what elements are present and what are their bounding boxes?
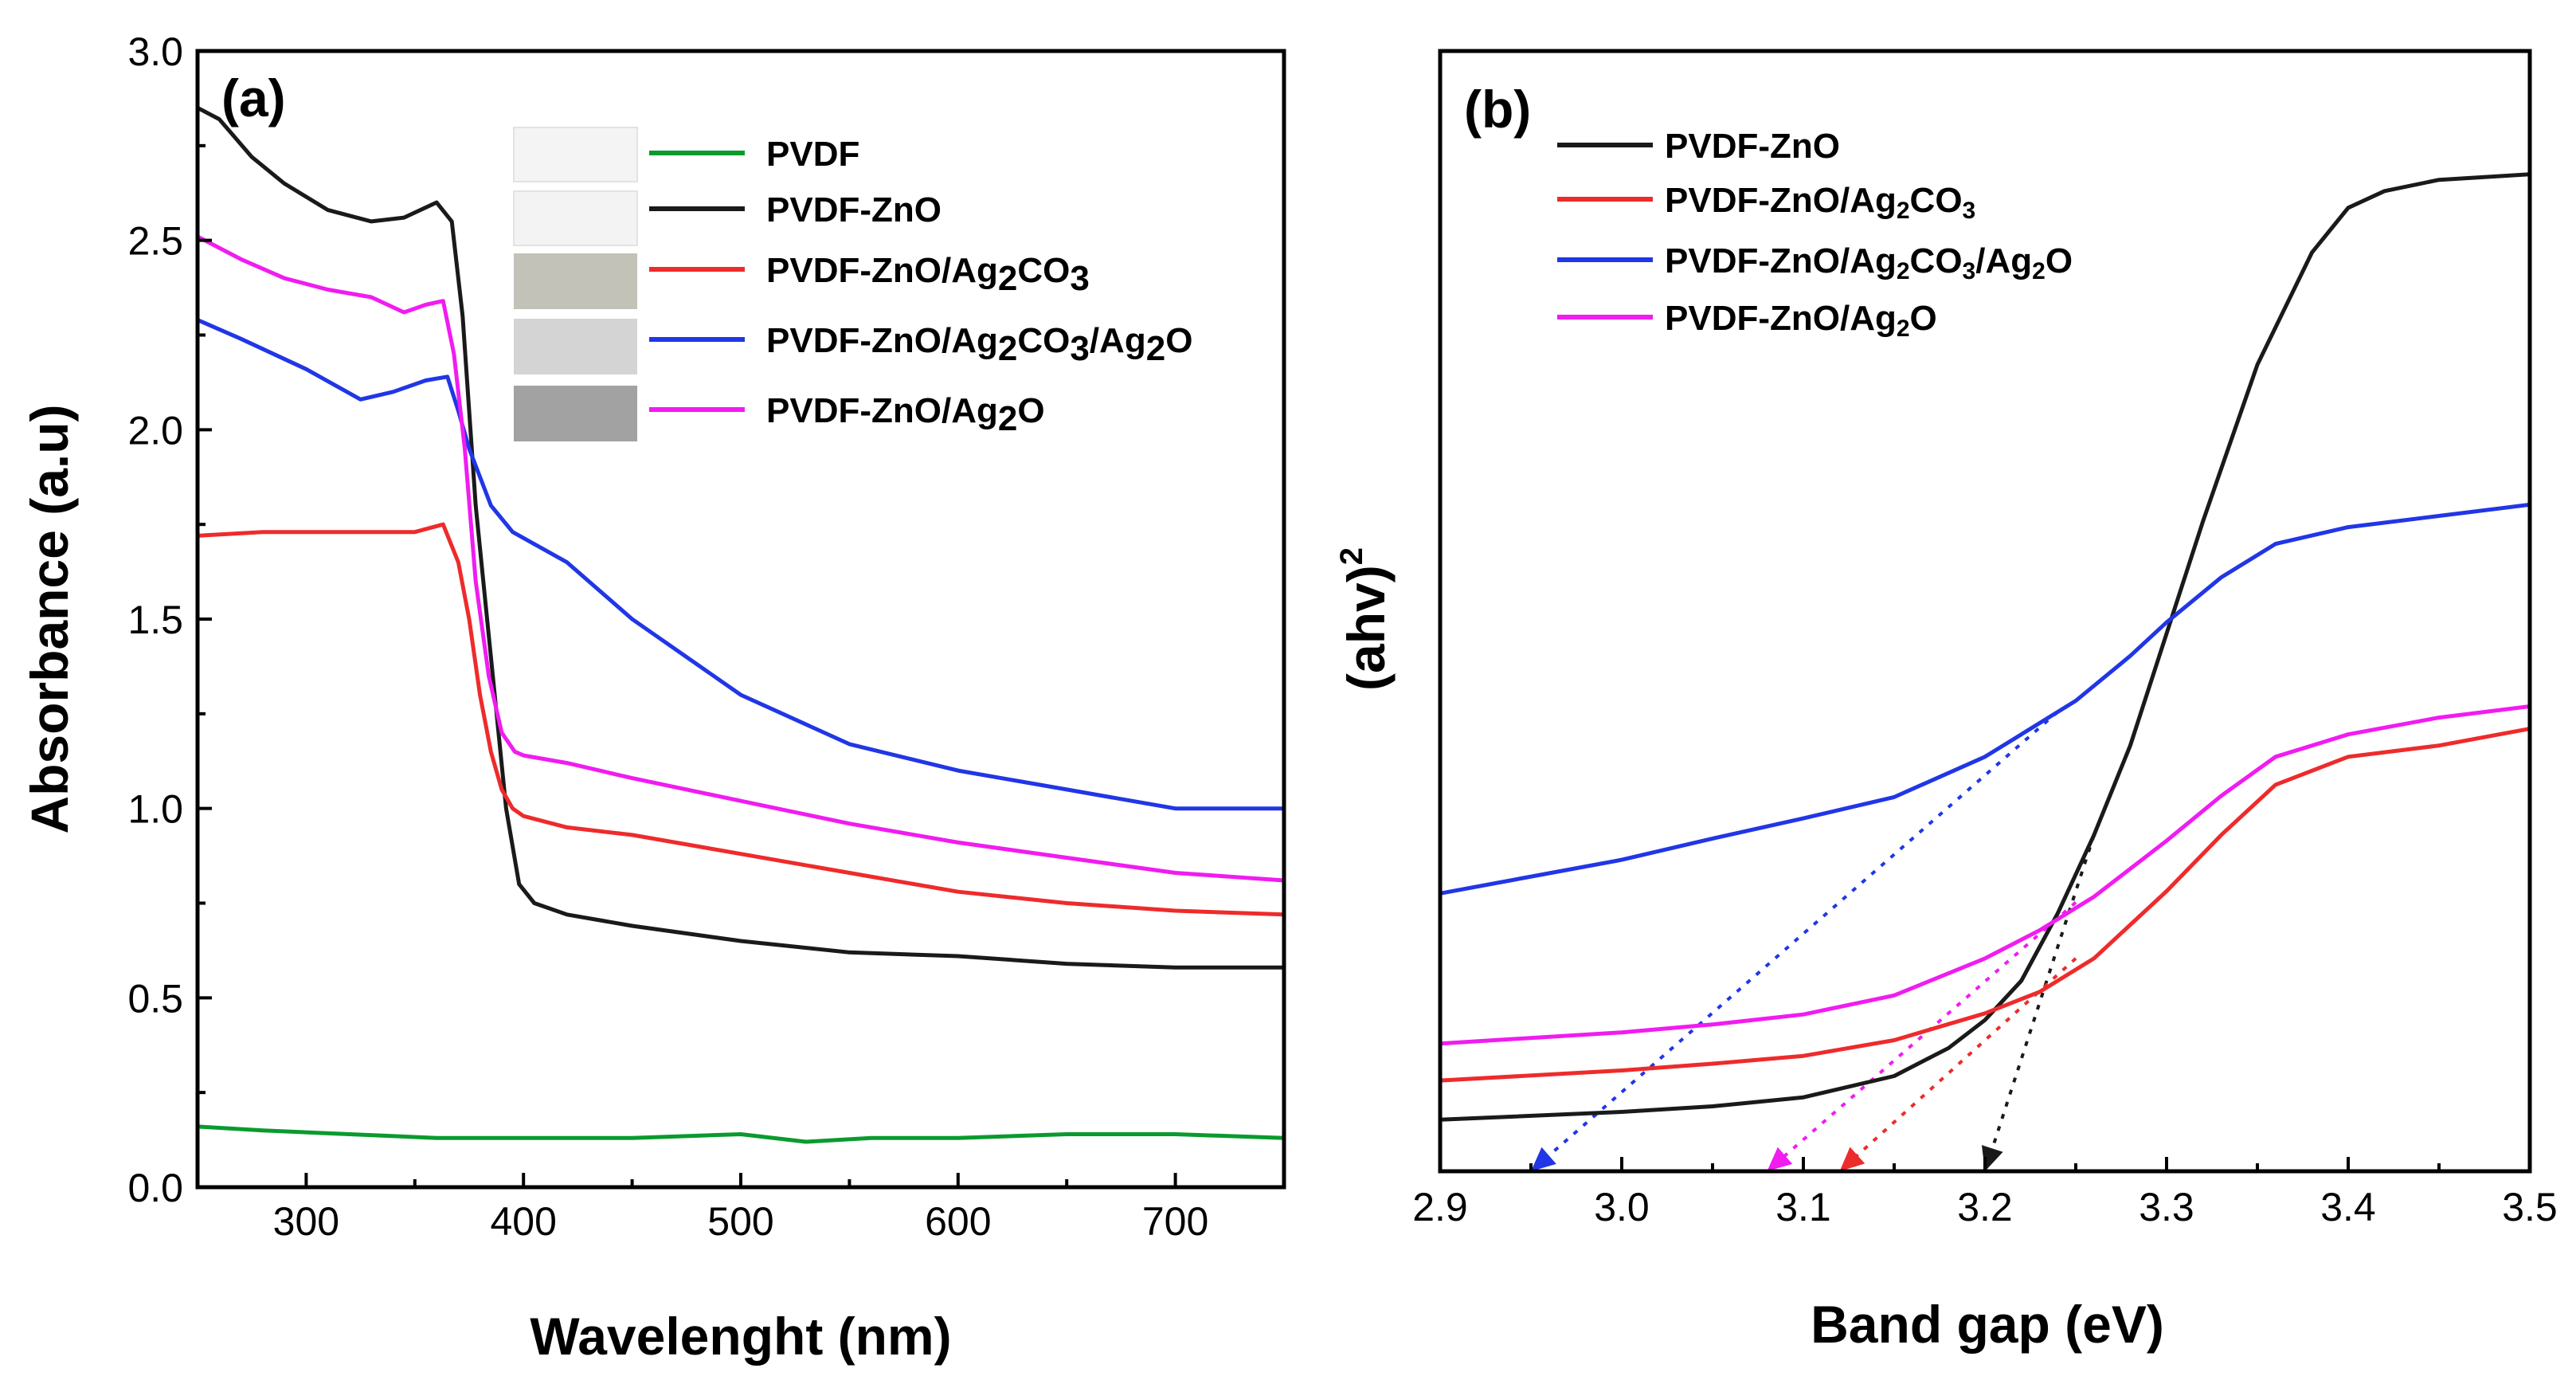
x-tick-label: 3.3: [2139, 1185, 2194, 1229]
x-tick-label: 2.9: [1412, 1185, 1468, 1229]
extrapolation-arrowhead-pvdf-zno-ag2co3: [1839, 1147, 1865, 1171]
legend-label-pvdf-zno: PVDF-ZnO: [766, 190, 942, 229]
legend-swatch-pvdf: [513, 127, 638, 182]
y-tick-label: 2.5: [127, 219, 183, 264]
extrapolation-line-pvdf-zno-ag2co3-ag2o: [1529, 711, 2059, 1173]
series-line-pvdf-zno: [196, 106, 1284, 970]
panel-b-x-axis-title: Band gap (eV): [1811, 1295, 2164, 1354]
extrapolation-arrowhead-pvdf-zno-ag2o: [1767, 1147, 1793, 1171]
legend-label-pvdf-zno-ag2co3-ag2o: PVDF-ZnO/Ag2CO3/Ag2O: [1665, 241, 2073, 284]
panel-a-label: (a): [221, 69, 286, 127]
extrapolation-line-pvdf-zno: [1983, 834, 2096, 1172]
extrapolation-line-pvdf-zno-ag2o: [1766, 901, 2077, 1173]
series-line-pvdf-zno-ag2co3-ag2o: [1439, 502, 2531, 896]
panel-b-frame: [1438, 49, 2532, 1174]
legend-label-pvdf-zno: PVDF-ZnO: [1665, 127, 1840, 166]
panel-a-legend: PVDF PVDF-ZnO PVDF-ZnO/Ag2CO3 PVDF-ZnO/A…: [513, 127, 1192, 441]
panel-a-x-axis-title: Wavelenght (nm): [530, 1307, 951, 1366]
series-line-pvdf-zno-ag2o: [196, 234, 1285, 883]
legend-swatch-pvdf-zno: [513, 190, 638, 246]
legend-swatch-pvdf-zno-ag2co3-ag2o: [514, 319, 637, 374]
x-tick-label: 500: [707, 1199, 773, 1244]
x-tick-label: 3.0: [1594, 1185, 1650, 1229]
panel-b-y-axis-title: (ahv)2: [1334, 547, 1396, 691]
y-tick-label: 1.5: [127, 598, 183, 642]
y-tick-label: 3.0: [127, 29, 183, 74]
legend-label-pvdf-zno-ag2o: PVDF-ZnO/Ag2O: [1665, 299, 1937, 342]
legend-label-pvdf-zno-ag2co3: PVDF-ZnO/Ag2CO3: [766, 251, 1090, 298]
x-tick-label: 3.2: [1957, 1185, 2013, 1229]
series-line-pvdf-zno-ag2o: [1439, 704, 2531, 1046]
y-tick-label: 0.0: [127, 1166, 183, 1210]
panel-b-label: (b): [1464, 80, 1531, 139]
x-tick-label: 3.1: [1775, 1185, 1831, 1229]
series-line-pvdf-zno-ag2co3: [197, 522, 1285, 917]
extrapolation-arrowhead-pvdf-zno: [1981, 1145, 2003, 1171]
legend-label-pvdf-zno-ag2co3: PVDF-ZnO/Ag2CO3: [1665, 181, 1975, 224]
series-line-pvdf-zno: [1439, 172, 2531, 1122]
panel-b-bandgap-chart: 2.9 3.0 3.1 3.2 3.3 3.4 3.5 (b) Band gap (eV) …: [1334, 49, 2558, 1354]
x-tick-label: 300: [273, 1199, 339, 1244]
x-tick-label: 700: [1142, 1199, 1208, 1244]
panel-a-y-axis-title: Absorbance (a.u): [20, 404, 79, 833]
x-tick-label: 400: [490, 1199, 556, 1244]
y-tick-label: 1.0: [127, 787, 183, 832]
panel-b-legend: PVDF-ZnO PVDF-ZnO/Ag2CO3 PVDF-ZnO/Ag2CO3…: [1557, 127, 2073, 342]
series-line-pvdf: [197, 1124, 1285, 1144]
extrapolation-arrowhead-pvdf-zno-ag2co3-ag2o: [1531, 1147, 1556, 1171]
legend-label-pvdf-zno-ag2co3-ag2o: PVDF-ZnO/Ag2CO3/Ag2O: [766, 321, 1192, 368]
legend-label-pvdf-zno-ag2o: PVDF-ZnO/Ag2O: [766, 391, 1045, 438]
y-tick-label: 0.5: [127, 976, 183, 1021]
x-tick-label: 3.4: [2320, 1185, 2376, 1229]
x-tick-label: 600: [925, 1199, 991, 1244]
legend-swatch-pvdf-zno-ag2co3: [514, 253, 637, 309]
legend-label-pvdf: PVDF: [766, 135, 859, 174]
panel-a-absorbance-chart: 300 400 500 600 700 0.0 0.5 1.0 1.5 2.0 2.5 3.0 (a…: [20, 29, 1286, 1366]
x-tick-label: 3.5: [2502, 1185, 2558, 1229]
legend-swatch-pvdf-zno-ag2o: [514, 386, 637, 441]
series-line-pvdf-zno-ag2co3: [1439, 727, 2531, 1083]
y-tick-label: 2.0: [127, 408, 183, 453]
panel-a-frame: [195, 49, 1286, 1190]
series-line-pvdf-zno-ag2co3-ag2o: [197, 318, 1284, 811]
